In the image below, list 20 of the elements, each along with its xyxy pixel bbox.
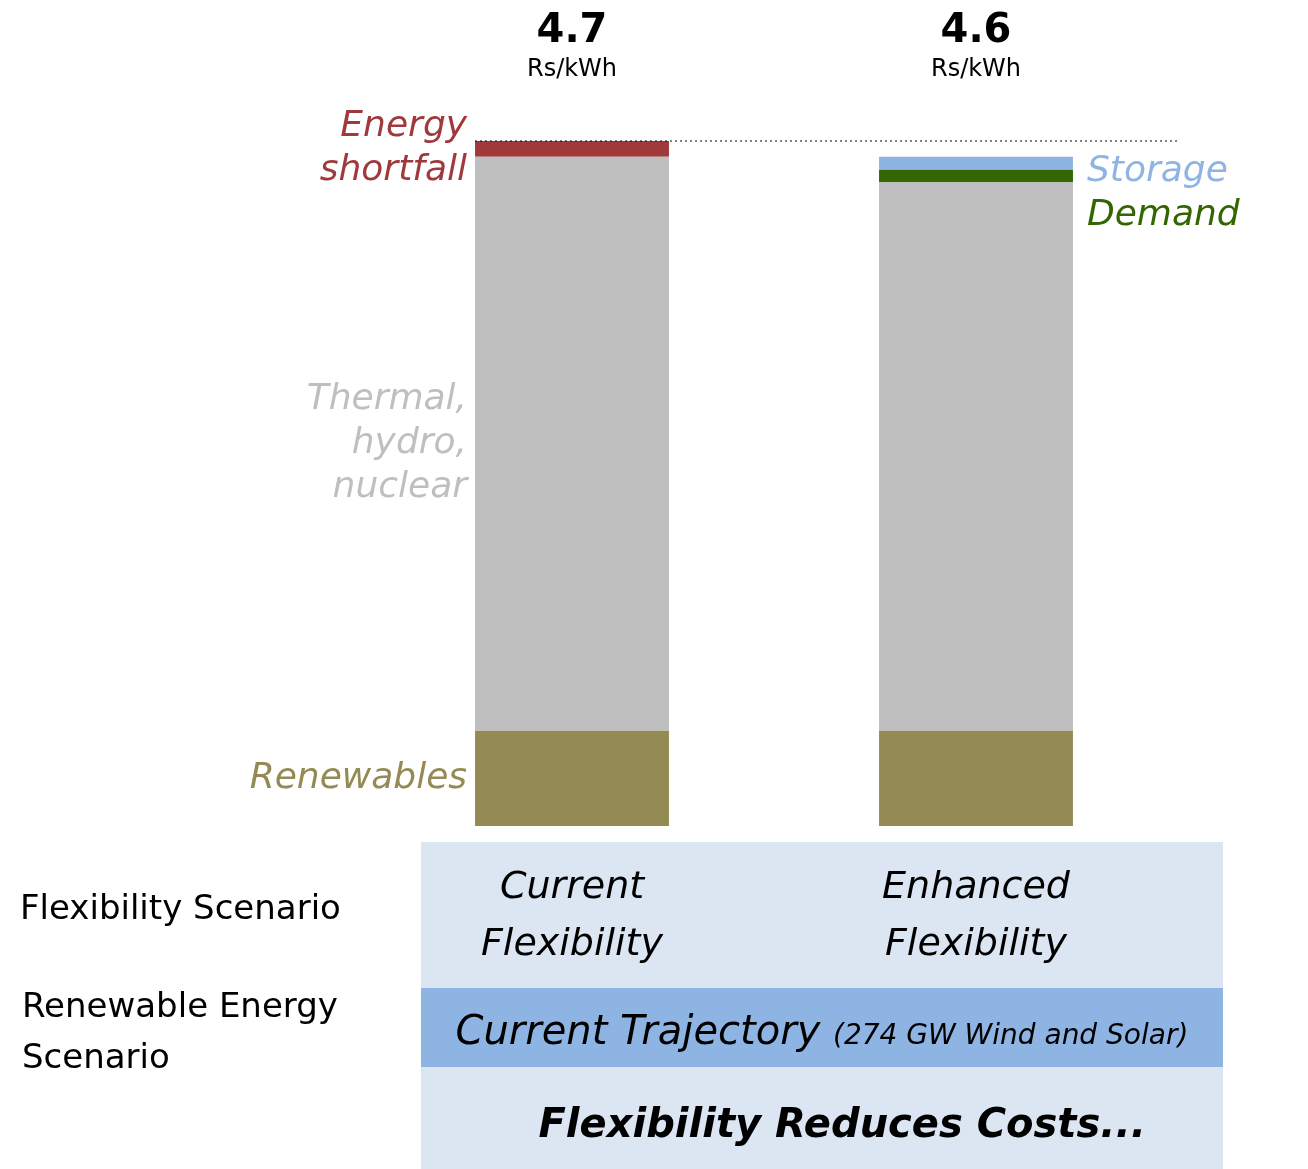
series-label: Demand — [1086, 191, 1241, 233]
bar — [475, 730, 669, 826]
series-label: Storage — [1086, 147, 1228, 189]
bar — [879, 730, 1073, 826]
bar — [879, 182, 1073, 731]
text: 4.6 Rs/kWh — [930, 5, 1022, 82]
text: Flexibility Reduces Costs... — [538, 1100, 1146, 1146]
text: Renewable Energy Scenario — [22, 984, 339, 1078]
text: Current Trajectory (274 GW Wind and Solar) — [455, 1007, 1189, 1053]
bar — [475, 141, 669, 157]
bar — [879, 156, 1073, 170]
series-label: Energy shortfall — [319, 103, 468, 189]
text: Flexibility Scenario — [20, 887, 341, 927]
bar — [475, 156, 669, 731]
series-label: Thermal, hydro, nuclear — [306, 376, 470, 506]
x-tick-label: Enhanced Flexibility — [882, 863, 1071, 965]
x-tick-label: Current Flexibility — [480, 863, 664, 965]
text: 4.7 Rs/kWh — [526, 5, 618, 82]
bar — [879, 169, 1073, 183]
series-label: Renewables — [249, 754, 468, 796]
